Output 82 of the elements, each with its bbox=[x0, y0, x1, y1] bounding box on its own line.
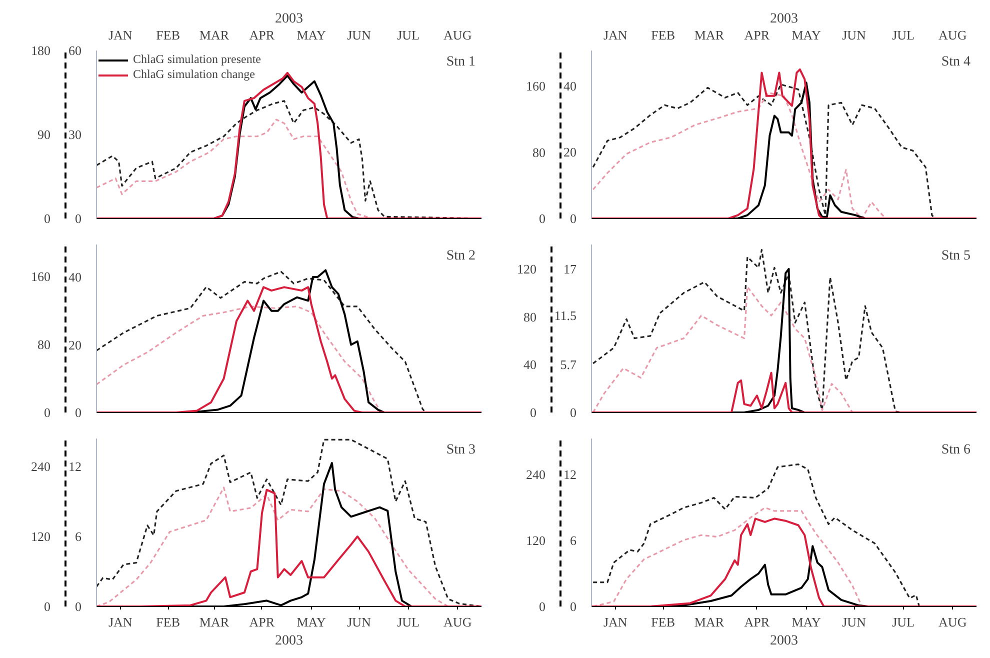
x2-tick-label: MAR bbox=[694, 28, 724, 42]
chart-title: Stn 1 bbox=[446, 54, 476, 70]
y-tick-label: 0 bbox=[75, 599, 82, 614]
chart-title: Stn 2 bbox=[446, 248, 476, 264]
x2-tick-label: MAR bbox=[199, 28, 230, 42]
chart-title: Stn 3 bbox=[446, 442, 476, 458]
y2-tick-label: 0 bbox=[44, 599, 50, 614]
y-tick-label: 12 bbox=[564, 467, 576, 482]
x-tick-label: JUL bbox=[892, 614, 915, 630]
y2-tick-label: 120 bbox=[31, 529, 50, 544]
x-tick-label: JAN bbox=[108, 614, 133, 630]
y2-tick-label: 160 bbox=[526, 78, 546, 94]
y2-tick-label: 240 bbox=[31, 459, 50, 474]
x-tick-label: APR bbox=[744, 614, 770, 630]
y-tick-label: 20 bbox=[564, 144, 576, 160]
y-tick-label: 0 bbox=[75, 211, 82, 226]
x2-tick-label: APR bbox=[744, 28, 770, 42]
x-tick-label: MAR bbox=[199, 614, 230, 630]
y-tick-label: 0 bbox=[570, 405, 576, 420]
x-tick-label: FEB bbox=[651, 614, 676, 630]
x2-tick-label: FEB bbox=[651, 28, 676, 42]
y-tick-label: 5.7 bbox=[560, 356, 577, 372]
x2-tick-label: AUG bbox=[938, 28, 967, 42]
y2-tick-label: 0 bbox=[539, 599, 546, 614]
y2-tick-label: 80 bbox=[524, 309, 536, 324]
y-tick-label: 60 bbox=[68, 43, 82, 58]
x-tick-label: MAY bbox=[296, 614, 326, 630]
y2-tick-label: 90 bbox=[38, 127, 50, 142]
x2-tick-label: MAY bbox=[792, 28, 822, 42]
x-axis-title: 2003 bbox=[275, 634, 303, 648]
y-tick-label: 40 bbox=[564, 78, 576, 94]
x2-tick-label: JAN bbox=[108, 28, 133, 42]
x-tick-label: MAY bbox=[792, 614, 822, 630]
y-tick-label: 20 bbox=[68, 337, 82, 352]
y2-tick-label: 160 bbox=[31, 269, 50, 284]
x2-tick-label: APR bbox=[249, 28, 275, 42]
x2-tick-label: FEB bbox=[156, 28, 180, 42]
y-tick-label: 6 bbox=[75, 529, 82, 544]
legend-label: ChlaG simulation presente bbox=[133, 52, 261, 67]
chart-title: Stn 4 bbox=[941, 54, 971, 70]
x-axis-title: 2003 bbox=[770, 634, 798, 648]
y2-tick-label: 180 bbox=[31, 43, 50, 58]
x-tick-label: JUL bbox=[397, 614, 420, 630]
y2-tick-label: 0 bbox=[44, 405, 50, 420]
y2-tick-label: 80 bbox=[38, 337, 50, 352]
x2-tick-label: AUG bbox=[444, 28, 472, 42]
y2-tick-label: 120 bbox=[526, 533, 546, 548]
x2-tick-label: JUL bbox=[892, 28, 915, 42]
x2-tick-label: JAN bbox=[603, 28, 628, 42]
y-tick-label: 12 bbox=[68, 459, 82, 474]
y-tick-label: 0 bbox=[75, 405, 82, 420]
x-tick-label: MAR bbox=[694, 614, 724, 630]
x-tick-label: JUN bbox=[842, 614, 867, 630]
y2-tick-label: 0 bbox=[530, 405, 536, 420]
y2-tick-label: 0 bbox=[539, 211, 546, 226]
x2-tick-label: JUN bbox=[842, 28, 867, 42]
x-tick-label: FEB bbox=[156, 614, 180, 630]
y2-tick-label: 40 bbox=[524, 357, 536, 372]
y-tick-label: 6 bbox=[570, 533, 577, 548]
x2-axis-title: 2003 bbox=[770, 12, 798, 26]
x-tick-label: AUG bbox=[938, 614, 967, 630]
y2-tick-label: 0 bbox=[44, 211, 50, 226]
y-tick-label: 17 bbox=[564, 261, 577, 276]
x-tick-label: JUN bbox=[347, 614, 372, 630]
y-tick-label: 0 bbox=[570, 211, 576, 226]
y2-tick-label: 240 bbox=[526, 467, 546, 482]
chart-title: Stn 6 bbox=[941, 442, 971, 458]
chart-title: Stn 5 bbox=[941, 248, 971, 264]
x-tick-label: JAN bbox=[603, 614, 628, 630]
x2-axis-title: 2003 bbox=[275, 12, 303, 26]
y-tick-label: 0 bbox=[570, 599, 576, 614]
y-tick-label: 30 bbox=[68, 127, 82, 142]
x2-tick-label: JUN bbox=[347, 28, 372, 42]
y2-tick-label: 120 bbox=[517, 261, 536, 276]
x-tick-label: APR bbox=[249, 614, 275, 630]
y-tick-label: 40 bbox=[68, 270, 82, 285]
y-tick-label: 11.5 bbox=[554, 308, 577, 323]
x2-tick-label: MAY bbox=[296, 28, 326, 42]
x2-tick-label: JUL bbox=[397, 28, 420, 42]
legend-label: ChlaG simulation change bbox=[133, 67, 255, 82]
x-tick-label: AUG bbox=[444, 614, 472, 630]
y2-tick-label: 80 bbox=[532, 144, 546, 160]
